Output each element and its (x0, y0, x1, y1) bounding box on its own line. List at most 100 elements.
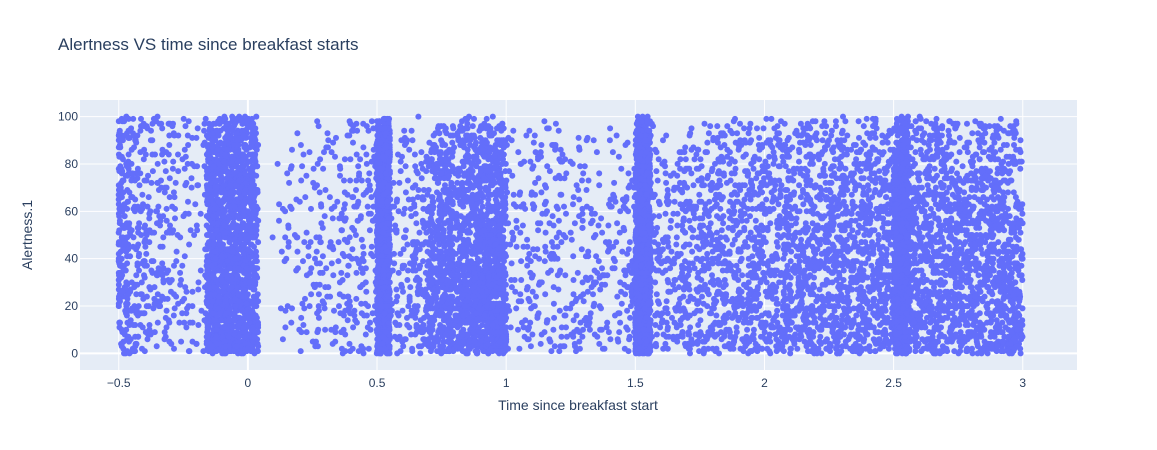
data-point (315, 291, 322, 298)
data-point (165, 317, 172, 324)
data-point (204, 300, 211, 307)
data-point (363, 189, 370, 196)
data-point (171, 262, 177, 269)
data-point (161, 189, 168, 196)
data-point (362, 331, 369, 338)
data-point (330, 272, 337, 279)
data-point (235, 189, 242, 196)
data-point (210, 213, 217, 220)
data-point (416, 229, 423, 236)
data-point (204, 314, 211, 321)
data-point (334, 198, 341, 205)
data-point (314, 160, 321, 167)
data-point (135, 303, 142, 310)
data-point (136, 250, 143, 257)
data-point (315, 123, 322, 130)
data-point (194, 227, 201, 234)
data-point (132, 348, 138, 355)
data-point (222, 324, 228, 331)
data-point (207, 291, 214, 298)
data-point (147, 208, 154, 215)
data-point (221, 222, 228, 229)
data-point (411, 201, 418, 208)
data-point (235, 291, 242, 298)
data-point (127, 229, 133, 236)
data-point (405, 267, 411, 274)
data-point (170, 312, 177, 319)
data-point (307, 239, 314, 246)
data-point (124, 234, 131, 241)
data-point (197, 267, 204, 274)
data-point (145, 172, 151, 179)
data-point (181, 165, 188, 172)
data-point (159, 243, 166, 250)
data-point (154, 179, 161, 186)
data-point (209, 350, 216, 357)
data-point (335, 239, 342, 246)
data-point (402, 189, 409, 196)
data-point (501, 243, 508, 250)
data-point (244, 345, 251, 352)
data-point (193, 134, 200, 141)
data-point (214, 184, 220, 191)
data-point (234, 158, 241, 165)
data-point (360, 144, 367, 151)
data-point (144, 336, 151, 343)
data-point (393, 322, 400, 328)
data-point (316, 234, 323, 241)
data-point (336, 279, 343, 286)
data-point (173, 293, 180, 300)
data-point (175, 168, 182, 175)
data-point (119, 288, 126, 295)
data-point (363, 160, 370, 167)
data-point (170, 189, 177, 196)
data-point (330, 139, 337, 146)
data-point (246, 314, 252, 321)
data-point (173, 258, 180, 265)
data-point (291, 232, 298, 238)
data-point (251, 350, 258, 357)
data-point (393, 298, 400, 305)
data-point (446, 265, 453, 272)
data-point (245, 246, 252, 253)
data-point (161, 158, 168, 165)
data-point (148, 258, 155, 265)
data-point (341, 201, 348, 208)
data-point (138, 115, 144, 122)
data-point (123, 113, 130, 120)
data-point (179, 310, 186, 317)
data-point (154, 272, 161, 279)
data-point (231, 170, 238, 177)
data-point (449, 123, 456, 130)
data-point (404, 137, 411, 144)
data-point (120, 189, 127, 196)
data-point (413, 248, 419, 255)
data-point (177, 281, 184, 288)
data-point (236, 224, 243, 231)
data-point (303, 329, 310, 336)
data-point (289, 146, 295, 153)
data-point (357, 284, 364, 291)
data-point (183, 310, 190, 317)
data-point (138, 279, 145, 286)
data-point (125, 134, 132, 141)
data-point (171, 132, 178, 139)
data-point (125, 127, 132, 134)
data-point (353, 319, 360, 326)
data-point (411, 255, 418, 262)
data-point (323, 144, 330, 151)
data-point (293, 196, 300, 203)
data-point (404, 322, 411, 328)
data-point (142, 329, 149, 336)
data-point (344, 191, 351, 198)
data-point (395, 208, 402, 215)
data-point (218, 253, 225, 260)
data-point (285, 224, 292, 231)
data-point (395, 151, 401, 158)
data-point (335, 258, 342, 265)
data-point (171, 194, 178, 201)
data-point (234, 272, 241, 279)
data-point (194, 125, 201, 132)
data-point (142, 151, 149, 158)
data-point (127, 253, 134, 260)
